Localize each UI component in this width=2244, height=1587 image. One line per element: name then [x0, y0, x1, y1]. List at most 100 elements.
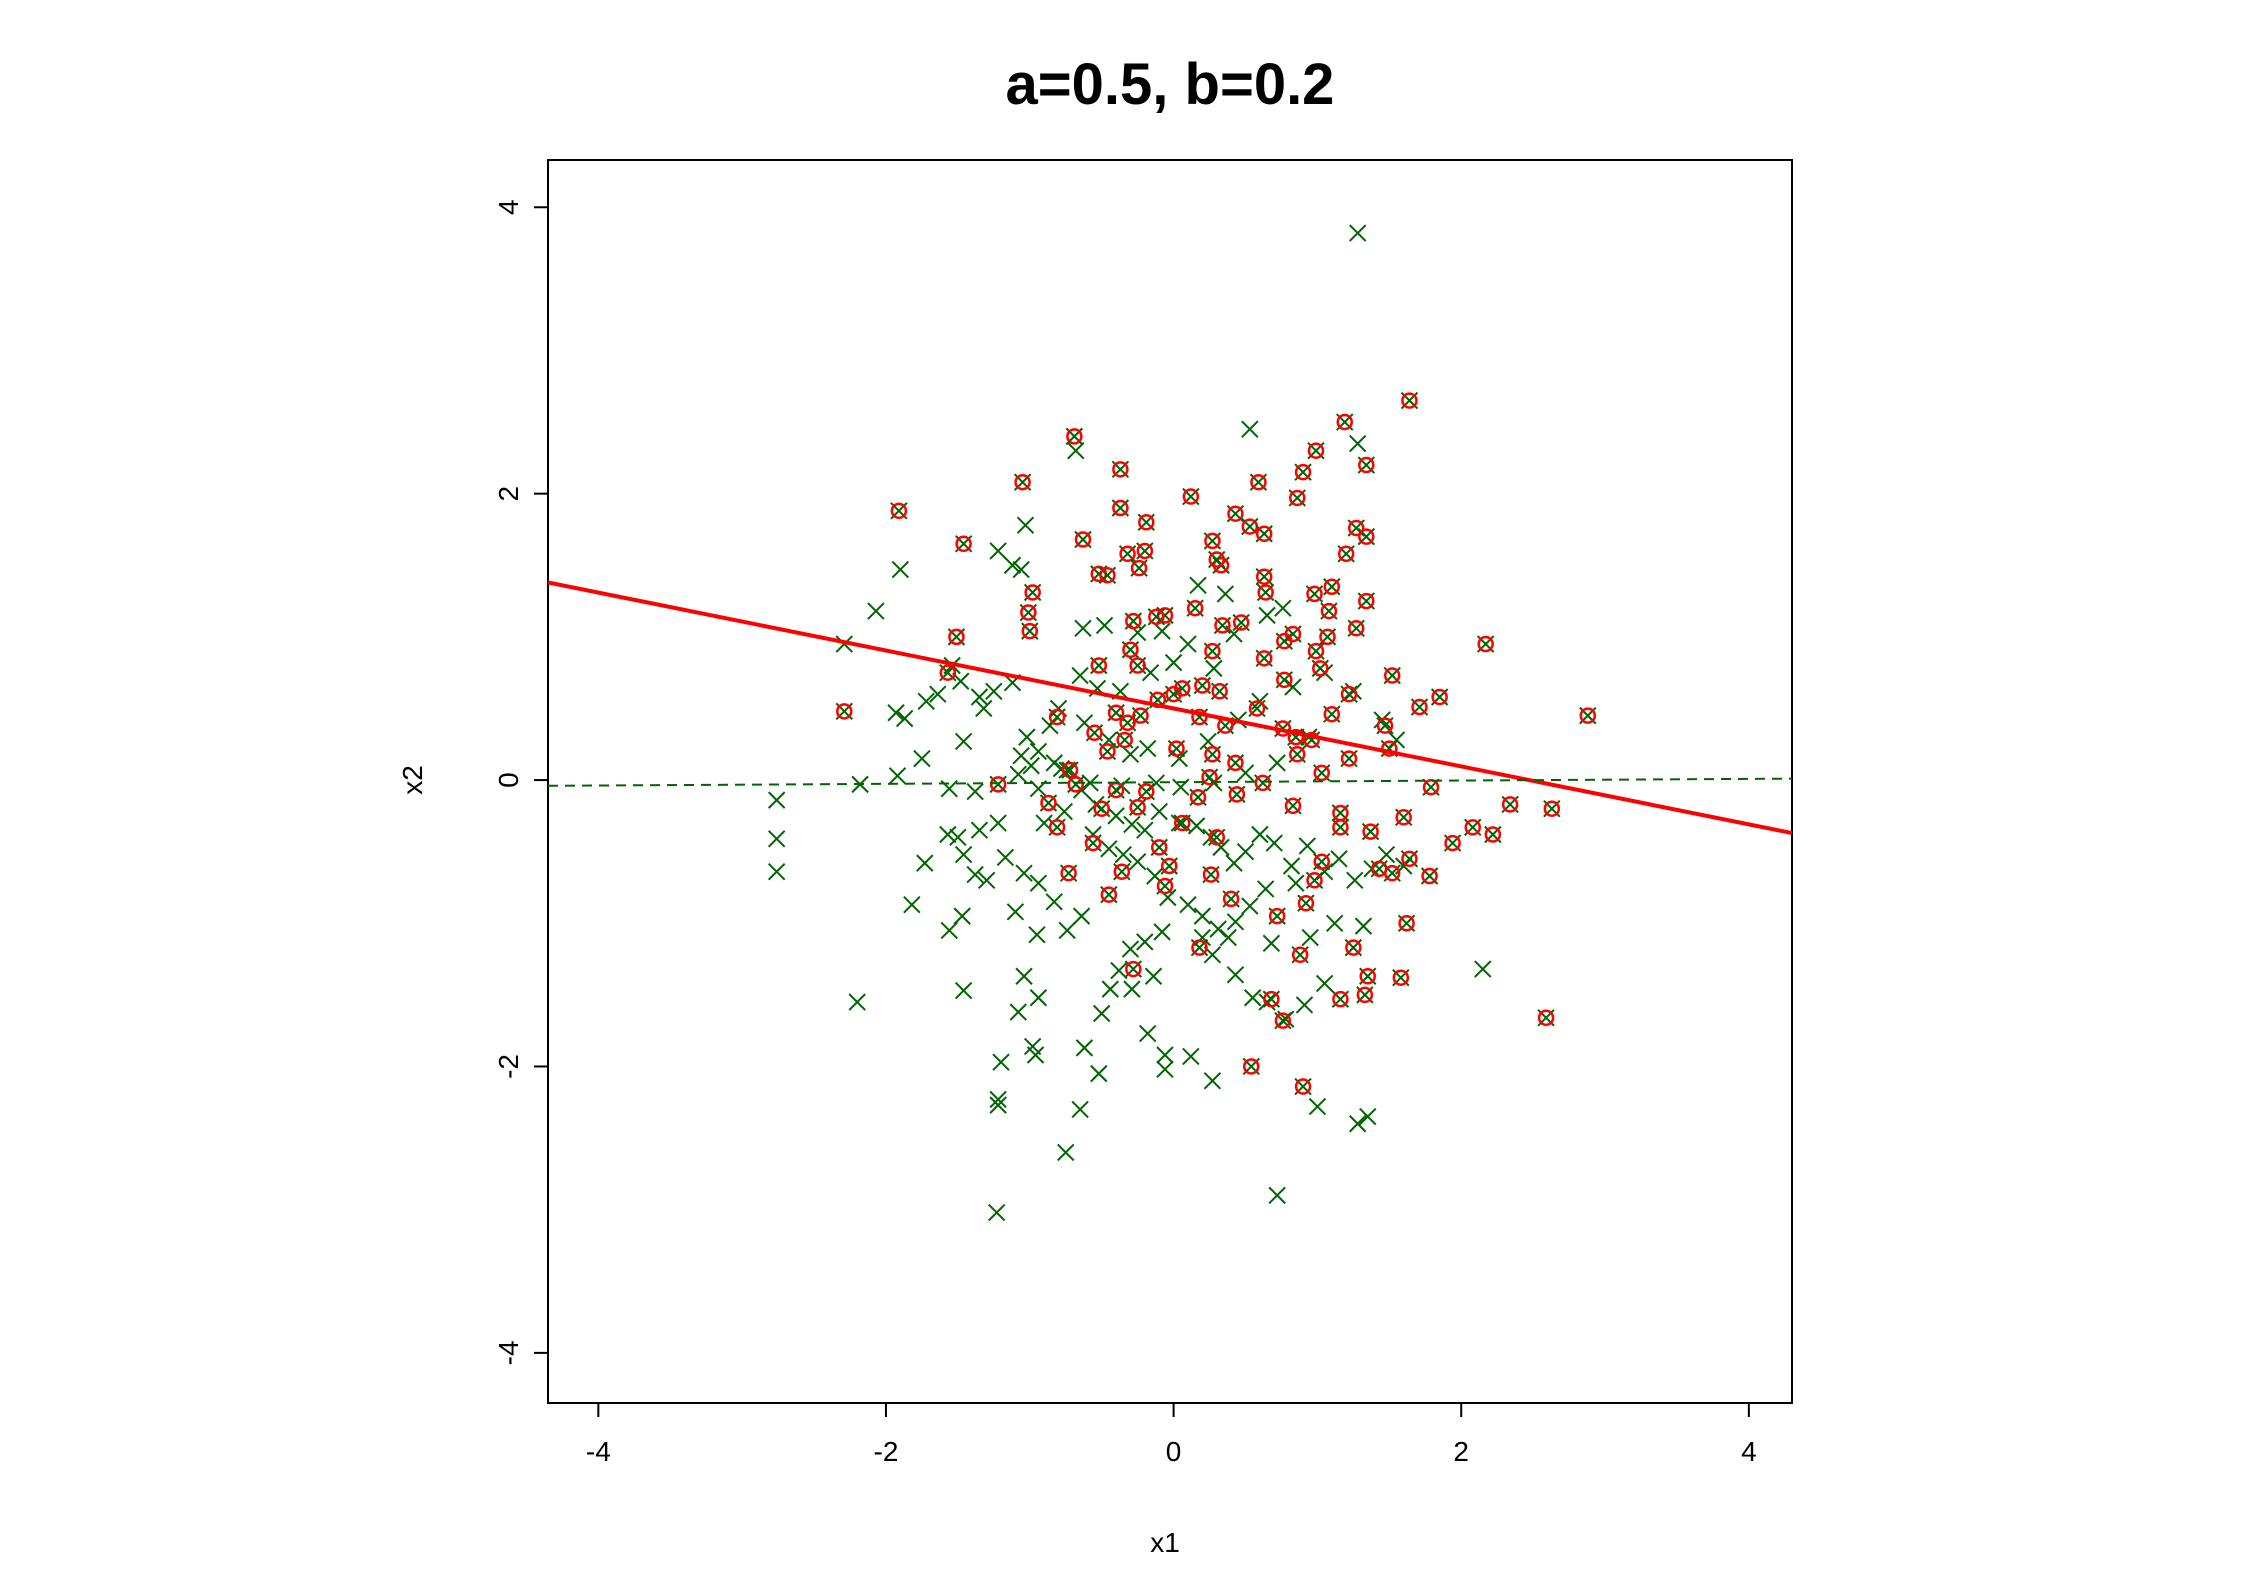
y-tick-label: 4	[493, 199, 524, 215]
selected-circle-point	[1119, 545, 1136, 563]
green-x-point	[1015, 864, 1033, 882]
selected-circle-point	[1274, 1012, 1292, 1029]
green-x-point	[1315, 974, 1334, 993]
selected-circle-point	[1319, 628, 1336, 646]
selected-circle-point	[1303, 731, 1320, 749]
selected-circle-point	[1332, 819, 1349, 836]
selected-circle-point	[1090, 657, 1108, 674]
green-x-point	[952, 672, 970, 690]
green-x-point	[1308, 1097, 1327, 1116]
selected-circle-point	[1189, 789, 1207, 806]
green-x-point	[1359, 1107, 1377, 1126]
green-x-point	[1241, 420, 1259, 438]
selected-circle-point	[1313, 853, 1330, 870]
y-tick-label: -4	[493, 1340, 524, 1365]
selected-circle-point	[1254, 774, 1272, 792]
selected-circle-point	[1202, 866, 1220, 883]
x-tick-label: -2	[874, 1436, 899, 1467]
selected-circle-point	[1337, 545, 1355, 563]
green-x-point	[1203, 1072, 1222, 1090]
green-x-point	[1114, 845, 1132, 864]
green-x-point	[975, 699, 993, 718]
green-x-point	[1212, 838, 1230, 857]
selected-circle-point	[1307, 642, 1325, 660]
selected-circle-point	[1345, 939, 1362, 956]
selected-circle-point	[1129, 799, 1146, 816]
green-x-point	[1100, 840, 1118, 858]
selected-circle-point	[1243, 1058, 1260, 1075]
green-x-point	[1057, 1143, 1075, 1162]
y-tick-label: 0	[493, 772, 524, 788]
selected-circle-point	[1294, 463, 1312, 481]
selected-circle-point	[1332, 990, 1349, 1008]
selected-circle-point	[1464, 819, 1481, 836]
selected-circle-point	[1099, 743, 1116, 760]
x-tick-label: 2	[1453, 1436, 1469, 1467]
green-x-point	[1016, 516, 1035, 534]
selected-circle-point	[1156, 877, 1174, 895]
green-x-point	[1268, 1186, 1286, 1205]
selected-circle-point	[1287, 728, 1305, 746]
selected-circle-point	[1222, 890, 1240, 908]
selected-circle-point	[1320, 602, 1338, 620]
green-x-point	[1123, 815, 1141, 834]
selected-circle-point	[1543, 800, 1561, 817]
selected-circle-point	[1204, 746, 1221, 763]
green-x-point	[1193, 928, 1212, 947]
green-x-point	[953, 907, 971, 925]
green-x-point	[1205, 659, 1223, 678]
selected-circle-point	[1484, 826, 1502, 843]
green-x-point	[1045, 754, 1063, 772]
green-x-point	[1187, 817, 1206, 835]
green-x-point	[1074, 619, 1092, 637]
selected-circle-point	[1084, 834, 1102, 852]
green-x-point	[1029, 989, 1048, 1007]
selected-circle-point	[1138, 514, 1155, 531]
green-x-point	[1121, 745, 1140, 763]
green-x-point	[987, 1203, 1006, 1222]
green-x-point	[1121, 940, 1140, 958]
green-x-point	[989, 1096, 1007, 1114]
selected-circle-point	[1211, 683, 1228, 700]
selected-circle-point	[1074, 531, 1092, 548]
green-x-point	[903, 895, 921, 914]
green-x-point	[916, 854, 934, 872]
green-x-point	[1072, 907, 1091, 925]
green-x-point	[1348, 434, 1367, 453]
green-x-point	[1090, 1064, 1108, 1083]
green-x-point	[1147, 774, 1166, 792]
green-x-point	[1075, 1039, 1094, 1057]
selected-circle-point	[1168, 740, 1185, 757]
green-x-point	[1028, 926, 1046, 944]
selected-circle-point	[1021, 622, 1039, 640]
green-x-point	[1128, 852, 1147, 871]
selected-circle-point	[989, 776, 1007, 793]
selected-circle-point	[1294, 1078, 1312, 1095]
selected-circle-point	[1086, 724, 1103, 742]
green-x-point	[1029, 874, 1048, 892]
green-x-point	[1139, 739, 1157, 758]
selected-circle-point	[1376, 717, 1394, 734]
selected-circle-point	[1392, 969, 1410, 986]
selected-circle-point	[1201, 768, 1218, 786]
green-x-point	[939, 825, 957, 844]
green-x-point	[1274, 599, 1292, 617]
selected-circle-point	[1276, 671, 1293, 689]
selected-circle-point	[1148, 608, 1165, 626]
selected-circle-point	[1356, 986, 1374, 1004]
selected-circle-point	[1444, 834, 1461, 852]
fit-line	[548, 580, 1792, 836]
selected-circle-point	[1537, 1009, 1555, 1027]
green-x-point	[1344, 682, 1363, 700]
green-x-point	[1179, 895, 1197, 914]
green-x-point	[1282, 857, 1301, 875]
selected-circle-point	[1306, 872, 1323, 889]
selected-circle-point	[1398, 915, 1415, 932]
green-x-point	[895, 709, 914, 728]
selected-circle-point	[1358, 456, 1375, 474]
green-x-point	[1182, 1047, 1200, 1066]
selected-circle-point	[1208, 829, 1225, 846]
selected-circle-point	[1125, 612, 1142, 630]
green-x-point	[1258, 606, 1276, 625]
selected-circle-point	[1395, 809, 1412, 826]
